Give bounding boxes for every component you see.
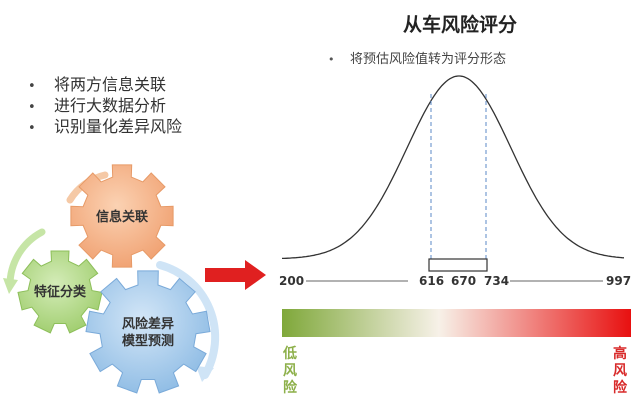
tick-label-min: 200 — [279, 274, 305, 288]
subtitle-text: 将预估风险值转为评分形态 — [350, 52, 507, 67]
bullet-item: • 识别量化差异风险 — [28, 117, 183, 136]
tick-label-upper: 734 — [484, 274, 510, 288]
gear-risk: 风险差异 模型预测 — [85, 270, 211, 394]
red-arrow — [205, 260, 266, 290]
high-risk-label: 高风险 — [613, 346, 627, 396]
tick-label-lower: 616 — [419, 274, 445, 288]
cycle-arc-left — [6, 228, 46, 289]
bullet-text: 识别量化差异风险 — [54, 117, 183, 136]
arrow-shape — [205, 260, 266, 290]
cycle-arrowhead-right — [196, 366, 214, 382]
bell-curve-chart — [282, 75, 625, 282]
bullet-text: 进行大数据分析 — [54, 96, 167, 115]
risk-gradient-bar — [282, 309, 631, 337]
tick-label-mean: 670 — [451, 274, 477, 288]
bell-curve — [282, 75, 625, 260]
chart-subtitle: • 将预估风险值转为评分形态 — [328, 52, 507, 67]
gear-risk-label-1: 风险差异 — [122, 316, 174, 332]
chart-title: 从车风险评分 — [402, 14, 517, 36]
bullet-list: • 将两方信息关联 • 进行大数据分析 • 识别量化差异风险 — [28, 74, 182, 137]
gear-info-label: 信息关联 — [96, 209, 148, 225]
gears-diagram: 信息关联 特征分类 风险差异 模型预测 — [3, 164, 220, 394]
gear-feature-label: 特征分类 — [34, 284, 87, 300]
bullet-text: 将两方信息关联 — [54, 75, 167, 94]
bullet-item: • 将两方信息关联 — [28, 75, 167, 94]
gear-risk-label-2: 模型预测 — [122, 333, 174, 349]
gear-feature: 特征分类 — [17, 250, 103, 334]
score-interval-box — [428, 258, 488, 272]
cycle-arc-right — [156, 261, 220, 379]
bullet-item: • 进行大数据分析 — [28, 96, 167, 115]
cycle-arrowhead-left — [3, 278, 18, 294]
tick-label-max: 997 — [606, 274, 632, 288]
gear-info: 信息关联 — [70, 164, 174, 268]
low-risk-label: 低风险 — [283, 346, 297, 396]
